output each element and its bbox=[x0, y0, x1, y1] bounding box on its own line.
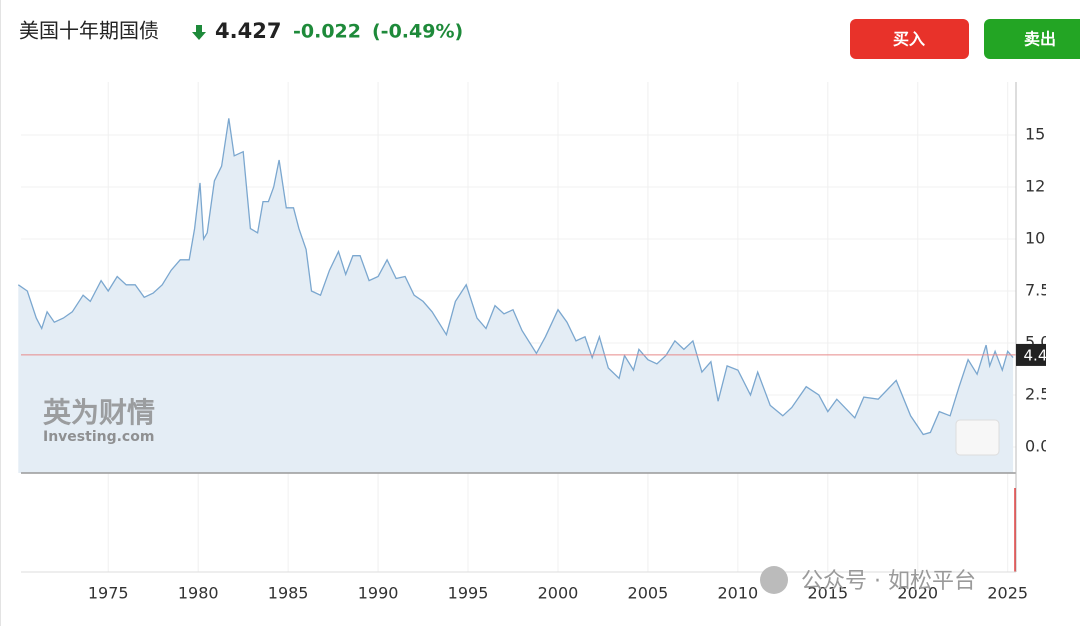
y-tick-label: 12.50 bbox=[1025, 177, 1071, 196]
title: 美国十年期国债 bbox=[19, 19, 159, 43]
last-value-box bbox=[1016, 343, 1046, 366]
x-tick-label: 1980 bbox=[178, 584, 219, 603]
x-tick-label: 2020 bbox=[897, 584, 938, 603]
x-tick-label: 2010 bbox=[718, 584, 759, 603]
sell-button[interactable] bbox=[984, 19, 1080, 59]
x-tick-label: 2025 bbox=[987, 584, 1028, 603]
price: 4.427 bbox=[215, 19, 281, 43]
wechat-watermark: 公众号 · 如松平台 bbox=[801, 569, 976, 594]
x-tick-label: 2015 bbox=[807, 584, 848, 603]
x-tick-label: 1985 bbox=[268, 584, 309, 603]
buy-button[interactable] bbox=[850, 19, 969, 59]
buy-label[interactable]: 买入 bbox=[893, 30, 925, 49]
change: -0.022 bbox=[293, 21, 361, 43]
wechat-icon bbox=[760, 566, 788, 594]
site-watermark: Investing.com bbox=[43, 429, 154, 445]
down-arrow bbox=[192, 25, 206, 40]
x-tick-label: 1995 bbox=[448, 584, 489, 603]
plot bbox=[17, 118, 1016, 474]
last-value-label: 4.427 bbox=[1024, 346, 1067, 364]
sell-label[interactable]: 卖出 bbox=[1024, 30, 1056, 49]
line bbox=[17, 118, 1014, 436]
control-box[interactable] bbox=[955, 419, 1000, 456]
x-tick-label: 1975 bbox=[88, 584, 129, 603]
y-tick-label: 15.00 bbox=[1025, 125, 1071, 144]
x-tick-label: 1990 bbox=[358, 584, 399, 603]
y-tick-label: 0.00 bbox=[1025, 437, 1061, 456]
y-tick-label: 10.00 bbox=[1025, 229, 1071, 248]
y-tick-label: 2.50 bbox=[1025, 385, 1061, 404]
area bbox=[18, 118, 1014, 474]
change-pct: (-0.49%) bbox=[372, 21, 463, 43]
x-tick-label: 2000 bbox=[538, 584, 579, 603]
x-tick-label: 2005 bbox=[628, 584, 669, 603]
y-tick-label: 7.50 bbox=[1025, 281, 1061, 300]
logo-watermark: 英为财情 bbox=[43, 396, 155, 429]
